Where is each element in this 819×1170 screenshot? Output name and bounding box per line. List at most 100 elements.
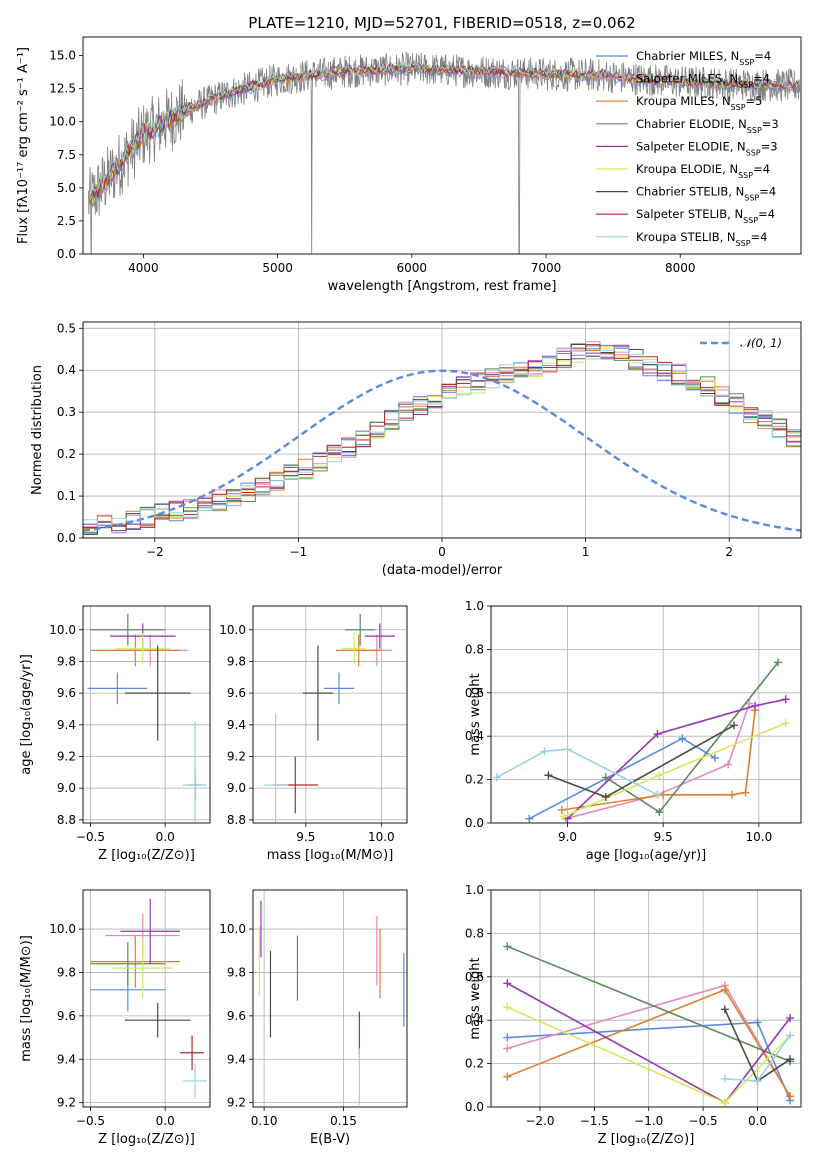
data-point-marker	[503, 1003, 512, 1012]
series-line	[566, 698, 786, 820]
legend-sub: SSP	[743, 216, 758, 225]
x-axis-label: E(B-V)	[310, 1132, 350, 1147]
legend-sub: SSP	[747, 125, 762, 134]
data-point-marker	[720, 1005, 729, 1014]
y-tick-label: 9.4	[227, 718, 246, 732]
x-tick-label: 10.0	[368, 830, 395, 844]
x-tick-label: 10.0	[746, 830, 773, 844]
x-axis-label: Z [log₁₀(Z/Z⊙)]	[98, 1132, 195, 1147]
y-axis-label: mass weight	[468, 957, 483, 1039]
plot-area-6	[253, 890, 407, 1107]
data-point-marker	[503, 1044, 512, 1053]
plot-area-3	[253, 606, 407, 823]
y-tick-label: 0.8	[465, 642, 484, 656]
y-tick-label: 0.0	[57, 531, 76, 545]
y-tick-label: 9.6	[227, 1009, 246, 1023]
legend-sub: SSP	[731, 103, 746, 112]
data-point-marker	[525, 814, 534, 823]
data-point-marker	[720, 985, 729, 994]
x-tick-label: −2	[146, 545, 164, 559]
x-axis-label: Z [log₁₀(Z/Z⊙)]	[598, 1132, 695, 1147]
axes-frame	[82, 321, 802, 539]
y-tick-label: 7.5	[57, 148, 76, 162]
data-point-marker	[710, 753, 719, 762]
legend-entry: Salpeter MILES, NSSP=4	[636, 72, 770, 90]
y-tick-label: 10.0	[49, 115, 76, 129]
legend-entry: Kroupa ELODIE, NSSP=4	[636, 162, 770, 180]
y-tick-label: 9.0	[227, 781, 246, 795]
y-tick-label: 12.5	[49, 82, 76, 96]
x-tick-label: 0.15	[330, 1114, 357, 1128]
legend-sub: SSP	[738, 80, 753, 89]
data-point-marker	[753, 1076, 762, 1085]
axes-frame	[490, 889, 802, 1108]
legend-entry: Salpeter STELIB, NSSP=4	[636, 207, 775, 225]
y-tick-label: 9.0	[57, 781, 76, 795]
data-point-marker	[653, 730, 662, 739]
y-tick-label: 9.4	[57, 718, 76, 732]
y-tick-label: 0.6	[465, 686, 484, 700]
y-tick-label: 0.1	[57, 489, 76, 503]
y-tick-label: 9.4	[227, 1052, 246, 1066]
data-point-marker	[655, 808, 664, 817]
data-point-marker	[653, 790, 662, 799]
figure-title: PLATE=1210, MJD=52701, FIBERID=0518, z=0…	[248, 14, 635, 32]
data-point-marker	[563, 745, 572, 754]
plot-area-4	[491, 606, 801, 823]
x-tick-label: 1	[582, 545, 590, 559]
x-tick-label: 0	[438, 545, 446, 559]
y-tick-label: 0.4	[465, 1013, 484, 1027]
y-axis-label: mass weight	[468, 673, 483, 755]
data-point-marker	[751, 701, 760, 710]
spectrum-model-line	[89, 62, 799, 204]
data-point-marker	[540, 747, 549, 756]
x-tick-label: 9.0	[558, 830, 577, 844]
y-tick-label: 9.6	[57, 1009, 76, 1023]
y-tick-label: 0.2	[465, 1057, 484, 1071]
x-tick-label: −0.5	[76, 830, 105, 844]
legend-entry: Chabrier STELIB, NSSP=4	[636, 185, 776, 203]
data-point-marker	[786, 1031, 795, 1040]
legend-sub: SSP	[739, 58, 754, 67]
histogram-step	[83, 344, 801, 535]
x-axis-label: age [log₁₀(age/yr)]	[586, 848, 707, 863]
plot-area-1	[83, 322, 801, 538]
y-tick-label: 0.2	[57, 447, 76, 461]
y-tick-label: 2.5	[57, 214, 76, 228]
series-line	[565, 703, 751, 820]
y-tick-label: 8.8	[227, 813, 246, 827]
y-tick-label: 9.6	[57, 686, 76, 700]
legend-entry: 𝒩(0, 1)	[740, 336, 782, 350]
y-tick-label: 5.0	[57, 181, 76, 195]
y-axis-label: Normed distribution	[30, 365, 45, 495]
x-axis-label: wavelength [Angstrom, rest frame]	[328, 279, 557, 294]
axes-frame	[252, 605, 408, 824]
y-tick-label: 9.8	[227, 654, 246, 668]
data-point-marker	[724, 760, 733, 769]
x-tick-label: −1	[290, 545, 308, 559]
plot-area-2	[83, 606, 210, 823]
data-point-marker	[678, 734, 687, 743]
data-point-marker	[753, 1018, 762, 1027]
data-point-marker	[544, 771, 553, 780]
legend-sub: SSP	[746, 148, 761, 157]
x-axis-label: mass [log₁₀(M/M⊙)]	[267, 848, 394, 863]
y-axis-label: age [log₁₀(age/yr)]	[19, 654, 34, 775]
data-point-marker	[786, 1014, 795, 1023]
x-tick-label: 5000	[262, 261, 293, 275]
y-tick-label: 10.0	[49, 623, 76, 637]
data-point-marker	[781, 695, 790, 704]
x-tick-label: −1.5	[580, 1114, 609, 1128]
y-tick-label: 10.0	[219, 922, 246, 936]
histogram-step	[83, 343, 801, 533]
spectrum-model-line	[89, 61, 799, 198]
legend-sub: SSP	[738, 171, 753, 180]
series-line	[506, 945, 791, 1063]
plot-area-5	[83, 890, 210, 1107]
y-tick-label: 0.3	[57, 405, 76, 419]
x-tick-label: 2	[725, 545, 733, 559]
legend-sub: SSP	[736, 238, 751, 247]
legend-entry: Chabrier ELODIE, NSSP=3	[636, 117, 779, 135]
legend-entry: Kroupa MILES, NSSP=5	[636, 94, 762, 112]
histogram-step	[83, 347, 801, 534]
